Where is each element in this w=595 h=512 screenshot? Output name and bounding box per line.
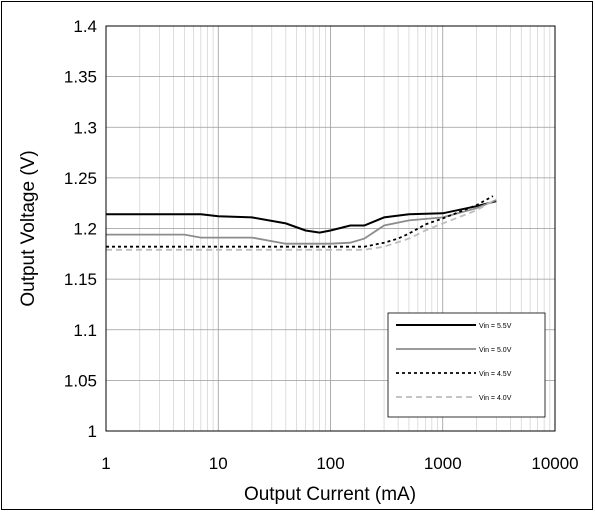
series-line-2: [106, 199, 497, 245]
legend: Vin = 5.5V Vin = 5.0V Vin = 4.5V Vin = 4.0V: [387, 312, 546, 418]
y-tick-label: 1.4: [73, 17, 97, 36]
legend-label-3: Vin = 4.5V: [479, 371, 512, 378]
y-tick-label: 1.1: [73, 321, 97, 340]
legend-label-4: Vin = 4.0V: [479, 395, 512, 402]
x-tick-labels: 1 10 100 1000 10000: [101, 454, 578, 473]
y-tick-label: 1: [88, 422, 97, 441]
x-tick-label: 10: [209, 454, 228, 473]
x-tick-label: 1000: [424, 454, 462, 473]
x-axis-label: Output Current (mA): [244, 484, 416, 505]
plot-area-border: [105, 25, 556, 432]
y-axis-label: Output Voltage (V): [18, 150, 39, 306]
legend-label-2: Vin = 5.0V: [479, 347, 512, 354]
y-tick-label: 1.05: [64, 371, 97, 390]
series-lines: [106, 195, 497, 251]
y-tick-label: 1.3: [73, 118, 97, 137]
series-line-4: [106, 198, 497, 251]
x-tick-label: 10000: [531, 454, 578, 473]
x-tick-label: 1: [101, 454, 110, 473]
y-tick-label: 1.15: [64, 270, 97, 289]
x-tick-label: 100: [316, 454, 344, 473]
series-line-3: [106, 195, 494, 248]
y-tick-label: 1.2: [73, 220, 97, 239]
y-tick-labels: 1 1.05 1.1 1.15 1.2 1.25 1.3 1.35 1.4: [64, 17, 97, 441]
y-tick-label: 1.25: [64, 169, 97, 188]
y-tick-label: 1.35: [64, 68, 97, 87]
series-line-1: [106, 200, 497, 234]
legend-label-1: Vin = 5.5V: [479, 323, 512, 330]
legend-box: [387, 312, 546, 418]
